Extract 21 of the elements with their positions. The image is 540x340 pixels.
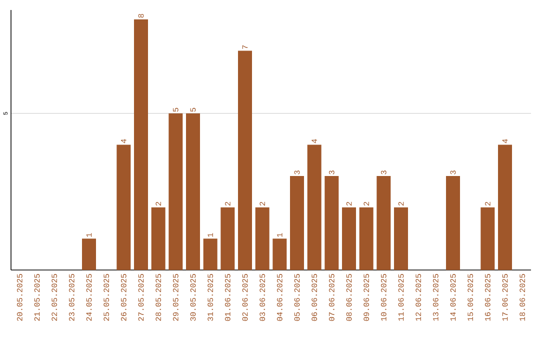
bar [272,238,287,270]
bar [290,176,304,270]
bar [359,207,374,270]
bar [446,176,460,270]
bar [151,207,166,270]
bar [82,238,96,270]
bar [238,50,252,270]
bar [498,144,512,270]
bar [255,207,270,270]
bar [342,207,356,270]
bar [116,144,131,270]
bar [203,238,218,270]
bar [220,207,235,270]
bar [134,19,148,270]
bar [307,144,322,270]
bar [394,207,408,270]
bar [168,113,183,270]
bar [376,176,391,270]
bar [480,207,495,270]
bar [324,176,339,270]
bar [186,113,200,270]
